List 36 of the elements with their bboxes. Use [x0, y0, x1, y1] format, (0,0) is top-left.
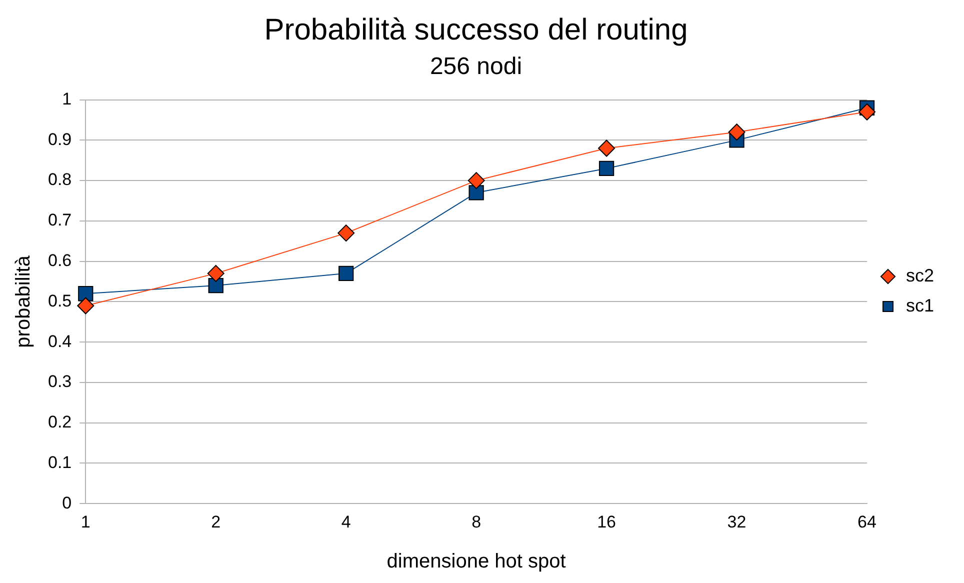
point: [78, 286, 94, 302]
y-axis-title: probabilità: [12, 254, 35, 348]
legend-label: sc1: [906, 295, 934, 316]
y-tick-label: 0.6: [48, 251, 72, 270]
point: [598, 140, 616, 157]
x-axis-title: dimensione hot spot: [386, 550, 566, 573]
y-tick-label: 0: [62, 493, 72, 512]
x-tick-label: 1: [80, 512, 90, 532]
point: [208, 278, 224, 294]
y-tick-label: 1: [62, 89, 72, 108]
y-tick-label: 0.4: [48, 332, 72, 351]
x-tick-label: 2: [211, 512, 221, 532]
chart-title: Probabilità successo del routing: [264, 13, 688, 46]
point: [858, 103, 876, 120]
y-tick-label: 0.5: [48, 291, 72, 310]
point: [728, 124, 746, 141]
x-tick-label: 16: [597, 512, 616, 532]
point: [207, 264, 224, 282]
legend-label: sc2: [906, 265, 934, 286]
y-tick-label: 0.9: [48, 130, 72, 149]
point: [598, 160, 614, 176]
y-tick-label: 0.7: [48, 210, 72, 230]
y-tick-label: 0.2: [48, 412, 72, 432]
point: [468, 185, 484, 200]
y-tick-label: 0.1: [48, 452, 72, 472]
y-tick-label: 0.3: [48, 372, 72, 392]
point: [338, 266, 354, 282]
point: [77, 297, 94, 314]
x-tick-label: 64: [858, 512, 876, 532]
point: [338, 224, 355, 242]
chart-subtitle: 256 nodi: [430, 53, 522, 80]
x-tick-label: 32: [727, 512, 746, 532]
point: [468, 172, 485, 190]
x-tick-label: 4: [341, 512, 351, 532]
x-tick-label: 8: [472, 512, 482, 532]
y-tick-label: 0.8: [48, 170, 72, 190]
